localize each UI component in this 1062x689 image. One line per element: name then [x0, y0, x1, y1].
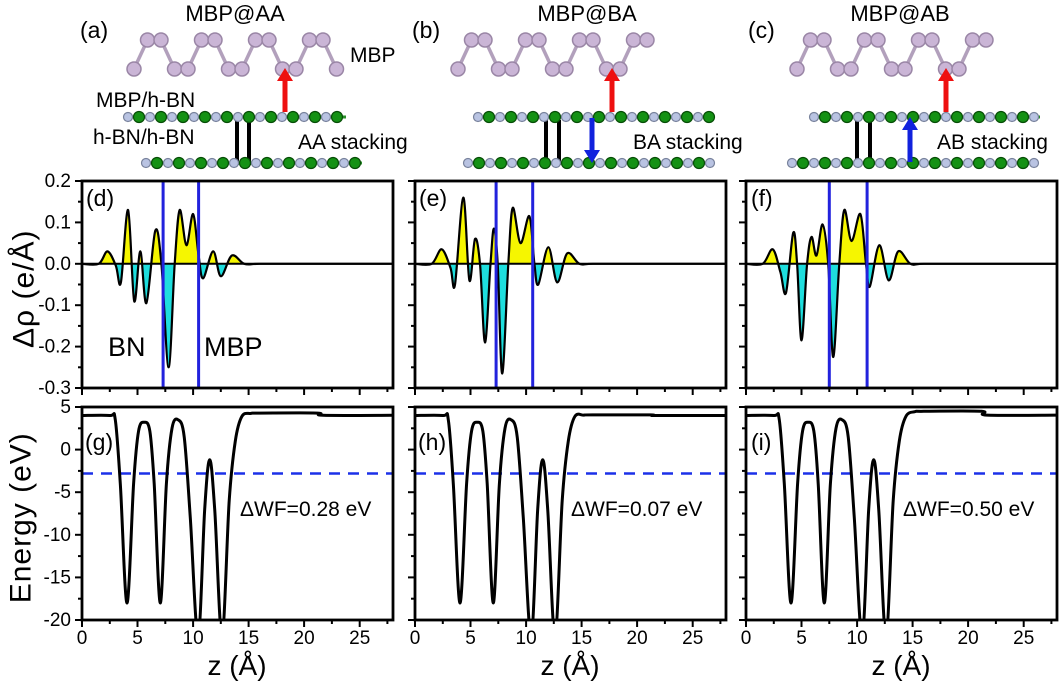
energy-axis-label: Energy (eV)	[4, 432, 38, 604]
x-tick-label: 5	[465, 628, 476, 649]
panel-c-title: MBP@AB	[850, 1, 950, 26]
panel-e-letter: (e)	[419, 185, 448, 211]
ab-stacking-label: AB stacking	[937, 131, 1048, 154]
axis-ticks	[408, 406, 722, 627]
hbn-layer-bottom	[140, 156, 362, 170]
electron-accumulation-fill	[746, 209, 1057, 264]
plot-panel-e	[408, 179, 728, 395]
hbn-layer-top	[122, 110, 346, 124]
z-axis-label-h: z (Å)	[540, 650, 600, 681]
x-tick-label: 15	[571, 628, 592, 649]
x-tick-label: 15	[902, 628, 923, 649]
panel-b-letter: (b)	[412, 17, 441, 43]
potential-curve	[746, 409, 1057, 620]
y-tick-label: -0.3	[38, 378, 71, 399]
x-tick-label: 0	[77, 628, 88, 649]
ba-stacking-label: BA stacking	[633, 131, 743, 154]
panel-border	[744, 179, 1059, 390]
delta-rho-axis-label: Δρ (e/Å)	[7, 229, 41, 348]
mbp-hbn-interface-label: MBP/h-BN	[96, 89, 196, 112]
y-tick-label: -20	[44, 610, 71, 631]
red-shift-arrow	[604, 68, 620, 112]
wf-annotation-i: ΔWF=0.50 eV	[903, 498, 1035, 521]
x-tick-label: 0	[410, 628, 421, 649]
x-tick-label: 0	[741, 628, 752, 649]
panel-h-letter: (h)	[418, 429, 447, 455]
wf-annotation-g: ΔWF=0.28 eV	[240, 498, 372, 521]
hbn-hbn-interface-label: h-BN/h-BN	[93, 126, 195, 149]
x-tick-label: 20	[958, 628, 979, 649]
charge-density-curve	[82, 208, 393, 369]
y-tick-label: -10	[44, 525, 71, 546]
x-tick-label: 10	[183, 628, 204, 649]
axis-ticks	[408, 180, 722, 395]
hbn-layer-top	[472, 110, 716, 124]
z-axis-label-i: z (Å)	[871, 650, 931, 681]
y-tick-label: 0.0	[45, 254, 71, 275]
molecule-panel-b	[450, 32, 716, 170]
axis-ticks	[739, 406, 1053, 627]
blue-shift-arrow	[902, 117, 918, 162]
axis-ticks	[75, 180, 389, 395]
red-shift-arrow	[277, 68, 293, 112]
potential-curve	[82, 411, 393, 620]
red-shift-arrow	[938, 68, 954, 112]
y-tick-label: 0	[60, 440, 71, 461]
mbp-chain	[450, 32, 655, 77]
panel-f-letter: (f)	[751, 185, 773, 211]
wf-annotation-h: ΔWF=0.07 eV	[571, 498, 703, 521]
panel-d-letter: (d)	[86, 185, 115, 211]
panel-g-letter: (g)	[85, 429, 114, 455]
panel-a-title: MBP@AA	[185, 1, 285, 26]
mbp-chain-label: MBP	[350, 44, 396, 67]
y-tick-label: 0.1	[45, 212, 71, 233]
x-tick-label: 25	[1013, 628, 1034, 649]
hbn-layer-bottom	[462, 156, 716, 170]
x-tick-label: 10	[847, 628, 868, 649]
y-tick-label: 5	[60, 397, 71, 418]
x-tick-label: 5	[796, 628, 807, 649]
electron-accumulation-fill	[415, 197, 726, 264]
molecular-structure-diagrams	[122, 32, 1040, 170]
charge-density-curve	[415, 196, 726, 375]
panel-a-letter: (a)	[80, 17, 109, 43]
x-tick-label: 20	[627, 628, 648, 649]
plot-panel-f	[739, 179, 1059, 395]
molecule-panel-c	[786, 32, 1040, 170]
hbn-layer-bottom	[786, 156, 1040, 170]
x-tick-label: 15	[238, 628, 259, 649]
panel-b-title: MBP@BA	[537, 1, 637, 26]
y-tick-label: -5	[54, 482, 71, 503]
plot-panel-g: 0 5 10 15 20 25 5 0 -5 -10 -15 -20	[44, 397, 395, 649]
x-tick-label: 25	[349, 628, 370, 649]
y-tick-label: -15	[44, 567, 71, 588]
bn-region-label: BN	[108, 332, 146, 362]
potential-curve	[415, 412, 726, 620]
axis-ticks	[75, 406, 389, 627]
blue-shift-arrow	[584, 118, 600, 163]
molecule-panel-a	[122, 32, 362, 170]
panel-i-letter: (i)	[751, 429, 772, 455]
y-tick-label: -0.1	[38, 295, 71, 316]
x-tick-label: 25	[682, 628, 703, 649]
plot-panel-i: 0 5 10 15 20 25	[739, 405, 1059, 649]
plot-panel-h: 0 5 10 15 20 25	[408, 405, 728, 649]
y-tick-label: -0.2	[38, 337, 71, 358]
mbp-chain	[789, 32, 994, 77]
plot-panel-d: 0.2 0.1 0.0 -0.1 -0.2 -0.3	[38, 171, 395, 399]
x-tick-label: 20	[294, 628, 315, 649]
z-axis-label-g: z (Å)	[207, 650, 267, 681]
y-tick-label: 0.2	[45, 171, 71, 192]
x-tick-label: 5	[132, 628, 143, 649]
x-tick-label: 10	[516, 628, 537, 649]
charge-density-curve	[746, 208, 1057, 359]
aa-stacking-label: AA stacking	[298, 131, 408, 154]
mbp-region-label: MBP	[204, 332, 263, 362]
axis-ticks	[739, 180, 1053, 395]
panel-c-letter: (c)	[748, 17, 775, 43]
